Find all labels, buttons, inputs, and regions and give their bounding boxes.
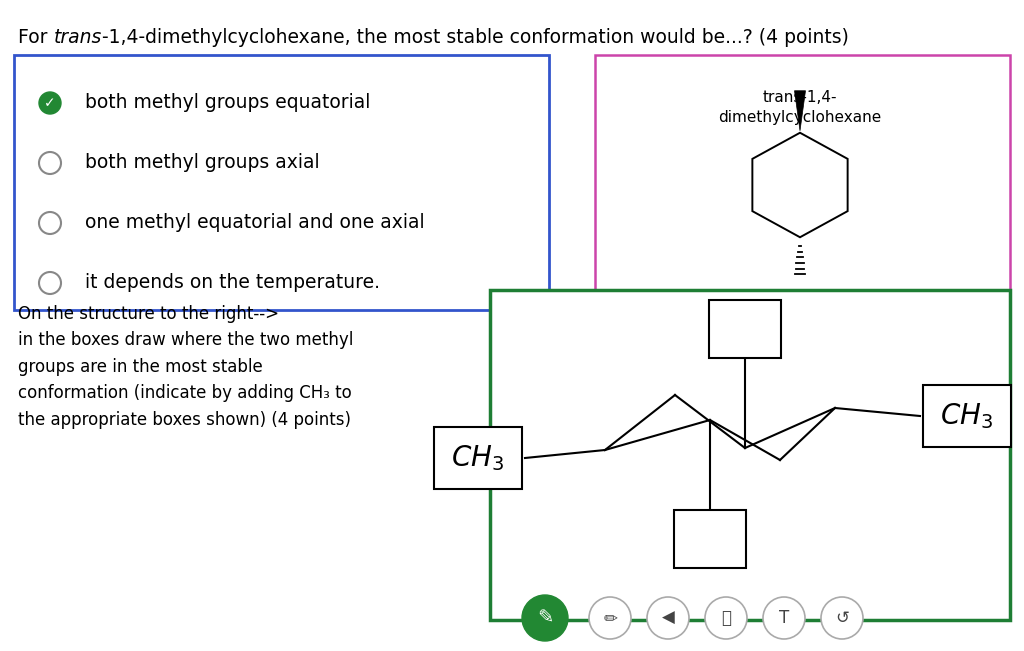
Circle shape: [763, 597, 805, 639]
Text: For: For: [18, 28, 53, 47]
Bar: [14, 55, 549, 310]
Text: both methyl groups axial: both methyl groups axial: [85, 154, 319, 173]
Bar: [709, 300, 781, 358]
Text: $\mathit{CH_3}$: $\mathit{CH_3}$: [940, 401, 993, 431]
Bar: [490, 290, 1010, 620]
Circle shape: [647, 597, 689, 639]
Text: -1,4-dimethylcyclohexane, the most stable conformation would be...? (4 points): -1,4-dimethylcyclohexane, the most stabl…: [101, 28, 849, 47]
Circle shape: [821, 597, 863, 639]
Text: it depends on the temperature.: it depends on the temperature.: [85, 273, 380, 292]
Text: ✏: ✏: [603, 609, 616, 627]
Bar: [434, 427, 522, 489]
Text: one methyl equatorial and one axial: one methyl equatorial and one axial: [85, 214, 425, 232]
Circle shape: [589, 597, 631, 639]
Bar: [595, 55, 1010, 310]
Circle shape: [39, 152, 61, 174]
Bar: [923, 385, 1011, 447]
Text: ⎘: ⎘: [721, 609, 731, 627]
Bar: [674, 510, 746, 568]
Text: ✎: ✎: [537, 609, 553, 628]
Text: T: T: [779, 609, 790, 627]
Text: ↺: ↺: [835, 609, 849, 627]
Text: ✓: ✓: [44, 96, 56, 110]
Text: $\mathit{CH_3}$: $\mathit{CH_3}$: [452, 443, 505, 473]
Text: trans: trans: [53, 28, 101, 47]
Circle shape: [522, 595, 568, 641]
Text: On the structure to the right-->
in the boxes draw where the two methyl
groups a: On the structure to the right--> in the …: [18, 305, 353, 428]
Text: both methyl groups equatorial: both methyl groups equatorial: [85, 94, 371, 113]
Circle shape: [705, 597, 746, 639]
Polygon shape: [795, 90, 806, 131]
Text: trans-1,4-
dimethylcyclohexane: trans-1,4- dimethylcyclohexane: [719, 90, 882, 125]
Text: ◀: ◀: [662, 609, 675, 627]
Circle shape: [39, 92, 61, 114]
Circle shape: [39, 272, 61, 294]
Circle shape: [39, 212, 61, 234]
